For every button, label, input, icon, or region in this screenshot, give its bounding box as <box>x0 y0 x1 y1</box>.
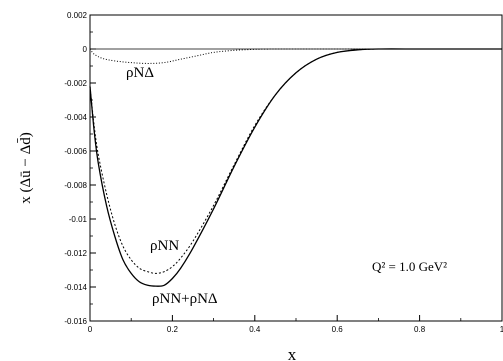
x-tick-label: 0.6 <box>332 325 344 334</box>
plot-frame <box>89 14 503 322</box>
x-tick-label: 0.2 <box>167 325 179 334</box>
x-axis-label: x <box>288 345 297 361</box>
series-label-rho-n-delta: ρNΔ <box>126 65 154 81</box>
y-tick-label: 0.002 <box>67 11 88 20</box>
y-tick-label: -0.012 <box>64 249 87 258</box>
x-tick-label: 1 <box>500 325 503 334</box>
x-tick-label: 0.4 <box>249 325 261 334</box>
y-tick-label: -0.01 <box>69 215 88 224</box>
y-tick-label: -0.002 <box>64 79 87 88</box>
y-tick-label: -0.008 <box>64 181 87 190</box>
y-tick-label: -0.014 <box>64 283 87 292</box>
y-tick-label: 0 <box>83 45 88 54</box>
y-axis-label: x (Δū − Δd̄) <box>18 132 34 204</box>
y-tick-label: -0.004 <box>64 113 87 122</box>
series-rho-n-delta-line <box>89 48 502 64</box>
x-tick-label: 0.8 <box>414 325 426 334</box>
y-tick-label: -0.006 <box>64 147 87 156</box>
y-tick-label: -0.016 <box>64 317 87 326</box>
series-label-rho-n-n: ρNN <box>150 238 179 254</box>
x-axis: 0 0.2 0.4 0.6 0.8 1 <box>88 315 503 334</box>
series-total-line <box>89 48 502 287</box>
series-label-rho-n-n-plus-rho-n-delta: ρNN+ρNΔ <box>152 291 218 307</box>
y-axis: 0.002 0 -0.002 -0.004 -0.006 -0.008 -0.01 -0.01… <box>64 11 96 326</box>
q2-annotation: Q² = 1.0 GeV² <box>372 259 447 274</box>
series-layer <box>89 48 502 287</box>
x-tick-label: 0 <box>88 325 93 334</box>
